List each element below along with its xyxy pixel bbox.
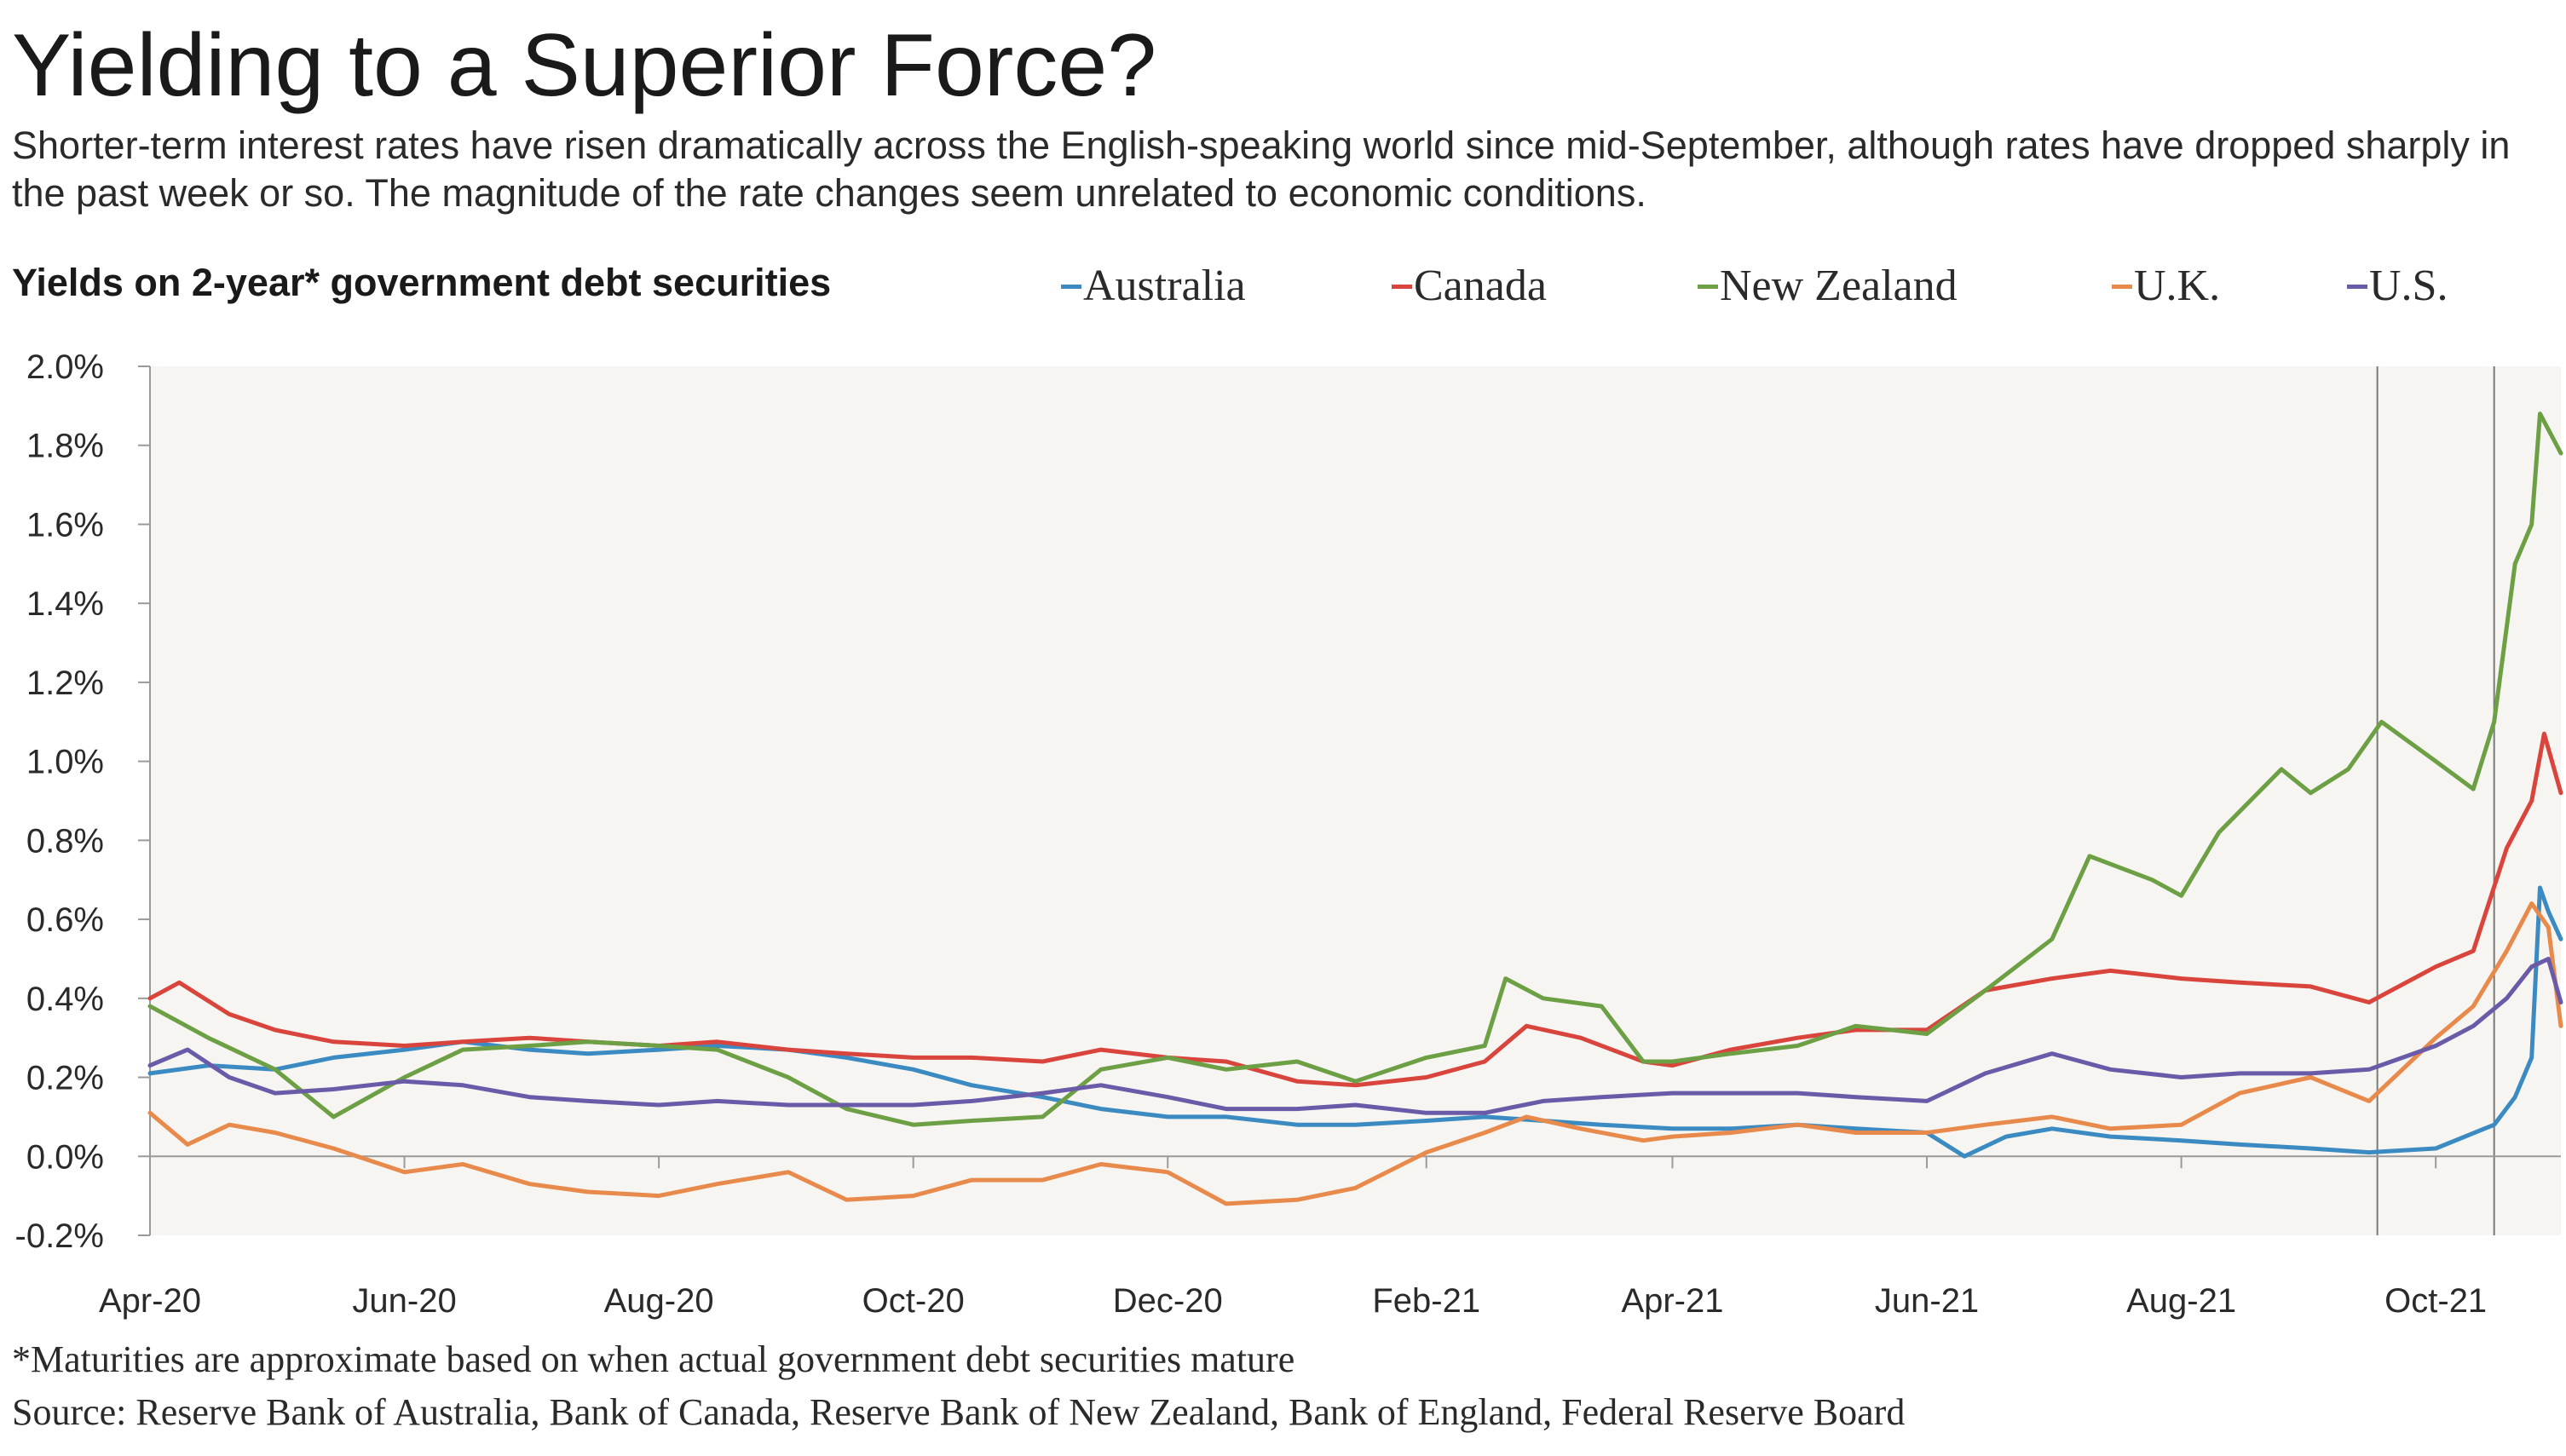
x-tick-label-9: Oct-21 <box>2384 1282 2487 1320</box>
legend-label-us: U.S. <box>2369 262 2448 310</box>
series-group <box>147 411 2563 1206</box>
series-line-u-k <box>147 901 2563 1206</box>
y-tick-label-8: 1.4% <box>26 585 104 623</box>
y-tick-labels: -0.2% 0.0% 0.2% 0.4% 0.6% 0.8% 1.0% 1.2% 1.4% 1.6… <box>15 348 105 1255</box>
chart-title: Yields on 2-year* government debt securi… <box>12 261 832 304</box>
y-tick-label-10: 1.8% <box>26 428 104 465</box>
legend-item-canada: Canada <box>1392 261 1547 311</box>
x-tick-label-8: Aug-21 <box>2126 1282 2236 1320</box>
page-title: Yielding to a Superior Force? <box>12 16 1157 115</box>
series-line-australia <box>147 885 2563 1159</box>
y-tick-label-5: 0.8% <box>26 822 104 860</box>
y-tick-label-6: 1.0% <box>26 744 104 781</box>
y-tick-label-2: 0.2% <box>26 1060 104 1097</box>
series-line-u-s <box>147 957 2563 1115</box>
legend-item-uk: U.K. <box>2112 261 2220 311</box>
footnote: *Maturities are approximate based on whe… <box>12 1338 1295 1380</box>
x-tick-label-1: Jun-20 <box>352 1282 456 1320</box>
x-tick-label-4: Dec-20 <box>1113 1282 1223 1320</box>
x-tick-label-7: Jun-21 <box>1875 1282 1979 1320</box>
legend-item-australia: Australia <box>1061 261 1246 311</box>
y-tick-label-1: 0.0% <box>26 1138 104 1176</box>
x-tick-label-3: Oct-20 <box>862 1282 965 1320</box>
source-note: Source: Reserve Bank of Australia, Bank … <box>12 1391 1906 1433</box>
legend-label-uk: U.K. <box>2134 262 2221 310</box>
legend-label-new-zealand: New Zealand <box>1720 262 1958 310</box>
y-tick-label-9: 1.6% <box>26 506 104 544</box>
legend-swatch-new-zealand <box>1698 284 1718 289</box>
y-tick-label-7: 1.2% <box>26 665 104 702</box>
y-tick-label-0: -0.2% <box>15 1217 105 1255</box>
y-tick-label-3: 0.4% <box>26 981 104 1018</box>
legend-swatch-uk <box>2112 284 2132 289</box>
y-tick-label-11: 2.0% <box>26 348 104 386</box>
x-tick-label-0: Apr-20 <box>99 1282 201 1320</box>
page-subtitle: Shorter-term interest rates have risen d… <box>12 124 2511 215</box>
legend-item-new-zealand: New Zealand <box>1698 261 1958 311</box>
legend-swatch-canada <box>1392 284 1412 289</box>
x-tick-label-2: Aug-20 <box>604 1282 714 1320</box>
series-line-canada <box>147 731 2563 1088</box>
legend-label-canada: Canada <box>1414 262 1547 310</box>
x-tick-label-6: Apr-21 <box>1621 1282 1723 1320</box>
legend-swatch-us <box>2347 284 2367 289</box>
y-tick-label-4: 0.6% <box>26 901 104 939</box>
legend-swatch-australia <box>1061 284 1081 289</box>
series-line-new-zealand <box>147 411 2563 1127</box>
x-tick-label-5: Feb-21 <box>1372 1282 1480 1320</box>
plot-background <box>150 366 2561 1235</box>
legend-item-us: U.S. <box>2347 261 2448 311</box>
axes <box>138 365 2561 1236</box>
x-tick-labels: Apr-20 Jun-20 Aug-20 Oct-20 Dec-20 Feb-21 Apr-… <box>99 1282 2487 1320</box>
legend-label-australia: Australia <box>1083 262 1246 310</box>
